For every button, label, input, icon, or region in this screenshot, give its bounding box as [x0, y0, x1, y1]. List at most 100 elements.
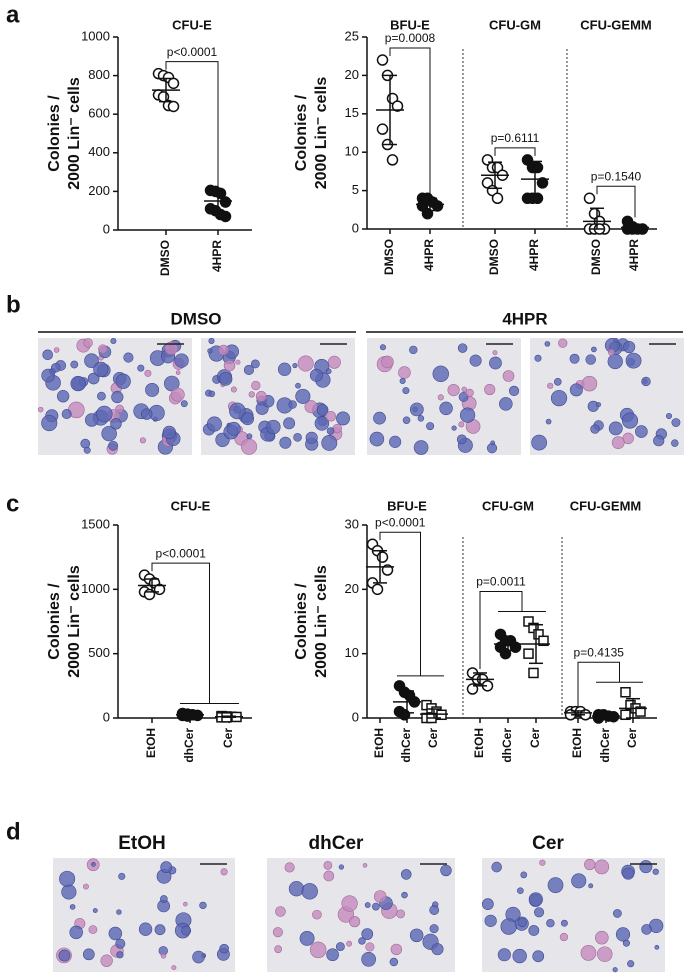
p-value: p<0.0001 [375, 515, 426, 529]
cell [517, 917, 527, 928]
y-axis-label: Colonies / [293, 94, 310, 171]
cell [358, 937, 366, 945]
cell [226, 421, 241, 436]
group-title: CFU-GEMM [570, 498, 642, 513]
cell [491, 861, 502, 873]
y-tick-label: 10 [345, 144, 359, 159]
data-point [531, 192, 544, 205]
panel-letter: b [6, 291, 21, 318]
cell [248, 391, 255, 398]
cell [61, 409, 72, 419]
cell [229, 402, 246, 420]
cell [69, 904, 76, 910]
cell [484, 383, 496, 396]
cell [547, 877, 564, 893]
cell [456, 434, 467, 445]
data-point [376, 551, 389, 563]
cell [390, 943, 403, 956]
data-point [523, 648, 534, 659]
y-tick-label: 200 [88, 183, 110, 198]
cell [432, 365, 449, 383]
x-tick-label: dhCer [598, 728, 612, 763]
data-point [583, 192, 596, 205]
cell [528, 892, 543, 907]
cell [279, 436, 292, 449]
cell [499, 397, 513, 411]
cell [569, 353, 580, 364]
cell [37, 406, 44, 413]
y-axis-label: Colonies / [46, 583, 63, 660]
image-header: 4HPR [502, 309, 547, 328]
cell [365, 942, 375, 952]
y-axis-label: 2000 Lin⁻ cells [313, 77, 330, 190]
cell [327, 355, 341, 369]
cell [409, 402, 424, 417]
cell [160, 953, 167, 959]
cell [635, 425, 648, 438]
cell [349, 916, 361, 928]
cell [520, 871, 528, 879]
data-point [528, 667, 539, 679]
cell [451, 425, 457, 431]
group-title: BFU-E [387, 498, 427, 513]
data-point [538, 635, 549, 647]
cell [580, 945, 597, 961]
data-point [376, 54, 389, 66]
data-point [167, 77, 180, 90]
cell [88, 925, 98, 934]
cell [458, 392, 469, 402]
cell [144, 369, 152, 377]
cell [584, 858, 596, 871]
cell [652, 868, 659, 875]
cell [250, 359, 260, 369]
p-value: p=0.0008 [385, 31, 436, 45]
cell [389, 957, 399, 967]
cell [305, 431, 318, 444]
data-point [219, 210, 232, 223]
panel-letter: d [6, 818, 21, 845]
cell [206, 416, 222, 432]
cell [426, 422, 435, 431]
y-axis-label: 2000 Lin⁻ cells [66, 565, 83, 678]
y-tick-label: 10 [345, 645, 359, 660]
p-bracket [494, 147, 536, 156]
cell [61, 884, 77, 900]
data-point [391, 100, 404, 112]
cell [323, 870, 335, 882]
p-value: p=0.0011 [476, 575, 526, 589]
cell [532, 950, 545, 963]
cell [581, 375, 598, 392]
cell [100, 954, 113, 967]
cell [364, 902, 371, 908]
cell [588, 883, 594, 889]
cell [297, 355, 314, 372]
data-point [398, 709, 411, 721]
data-point [635, 706, 646, 717]
data-point [371, 583, 384, 596]
cell [84, 413, 99, 427]
y-tick-label: 0 [352, 709, 359, 724]
x-tick-label: dhCer [500, 728, 514, 763]
cell [625, 352, 642, 369]
cell [409, 928, 424, 943]
cell [612, 967, 618, 973]
cell [534, 907, 545, 918]
cell [585, 354, 596, 365]
cell [241, 412, 255, 426]
cell [621, 412, 639, 429]
y-tick-label: 0 [103, 709, 110, 724]
group-title: CFU-E [172, 17, 212, 32]
cell [544, 341, 551, 347]
cell [431, 943, 444, 956]
cell [223, 359, 236, 372]
cell [389, 435, 402, 448]
image-header: Cer [532, 833, 564, 854]
cell [590, 424, 600, 434]
cell [288, 400, 297, 409]
p-value: p=0.4135 [574, 645, 625, 659]
cell [341, 895, 358, 912]
cell [83, 338, 93, 348]
group-title: CFU-E [171, 498, 211, 513]
cell [608, 348, 615, 356]
